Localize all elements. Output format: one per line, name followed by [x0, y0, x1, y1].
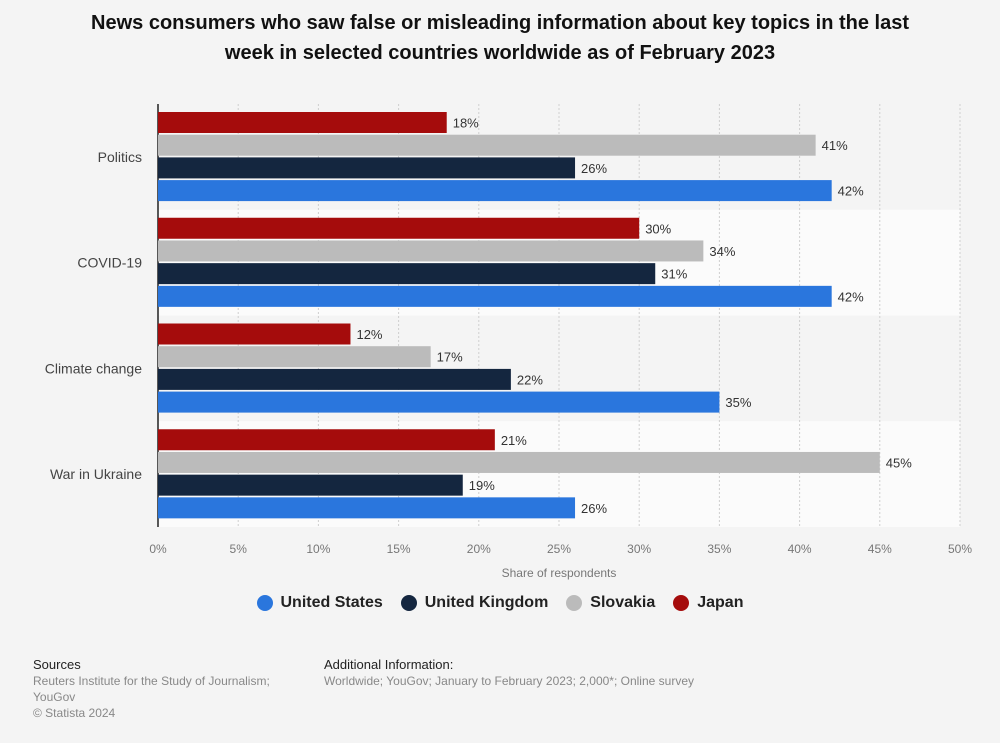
legend-marker-japan — [673, 595, 690, 611]
category-label-covid-19: COVID-19 — [77, 255, 142, 271]
legend-item-united-states[interactable]: United States — [256, 594, 383, 612]
category-label-politics: Politics — [98, 149, 142, 165]
data-label-war-in-ukraine-united-states: 26% — [581, 501, 607, 516]
bar-climate-change-united-kingdom — [158, 368, 511, 390]
bar-covid-19-united-kingdom — [158, 263, 656, 285]
bar-war-in-ukraine-united-kingdom — [158, 474, 463, 496]
legend-marker-united-states — [256, 595, 273, 611]
additional-info-text: Worldwide; YouGov; January to February 2… — [324, 674, 694, 688]
x-tick-label: 50% — [948, 542, 972, 556]
data-label-war-in-ukraine-japan: 21% — [501, 433, 527, 448]
sources-heading[interactable]: Sources — [33, 657, 81, 672]
bar-covid-19-united-states — [158, 285, 832, 307]
data-label-politics-united-kingdom: 26% — [581, 161, 607, 176]
x-tick-label: 40% — [788, 542, 812, 556]
data-label-covid-19-slovakia: 34% — [709, 244, 735, 259]
bar-covid-19-slovakia — [158, 240, 704, 262]
copyright: © Statista 2024 — [33, 706, 116, 720]
additional-info-heading[interactable]: Additional Information: — [324, 657, 454, 672]
bar-climate-change-slovakia — [158, 346, 431, 368]
bar-politics-united-kingdom — [158, 157, 576, 179]
x-tick-label: 10% — [306, 542, 330, 556]
sources-line-2: YouGov — [33, 690, 76, 704]
legend-label-japan: Japan — [697, 594, 744, 611]
data-label-covid-19-japan: 30% — [645, 221, 671, 236]
legend-marker-slovakia — [566, 595, 583, 611]
data-label-climate-change-united-states: 35% — [725, 395, 751, 410]
bar-politics-slovakia — [158, 134, 816, 156]
data-label-climate-change-slovakia: 17% — [437, 350, 463, 365]
bar-war-in-ukraine-japan — [158, 429, 495, 451]
bar-politics-united-states — [158, 180, 832, 202]
bar-chart: 0% 5% 10% 15% 20% 25% 30% 35% 40% 45% 50% Share of … — [45, 104, 972, 580]
data-label-politics-united-states: 42% — [838, 184, 864, 199]
legend-item-japan[interactable]: Japan — [673, 594, 743, 612]
x-tick-label: 0% — [149, 542, 167, 556]
category-label-war-in-ukraine: War in Ukraine — [50, 466, 142, 482]
x-tick-label: 20% — [467, 542, 491, 556]
x-tick-label: 35% — [707, 542, 731, 556]
x-tick-label: 5% — [230, 542, 248, 556]
x-tick-label: 15% — [387, 542, 411, 556]
bar-war-in-ukraine-slovakia — [158, 451, 880, 473]
legend: United States United Kingdom Slovakia Ja… — [0, 594, 1000, 612]
x-axis-title: Share of respondents — [502, 566, 617, 580]
bar-politics-japan — [158, 112, 447, 133]
legend-marker-united-kingdom — [400, 595, 417, 611]
data-label-climate-change-united-kingdom: 22% — [517, 372, 543, 387]
additional-info-block: Additional Information: Worldwide; YouGo… — [324, 657, 744, 689]
chart-title: News consumers who saw false or misleadi… — [40, 8, 960, 68]
sources-block: Sources Reuters Institute for the Study … — [33, 657, 293, 721]
legend-item-slovakia[interactable]: Slovakia — [566, 594, 655, 612]
data-label-covid-19-united-kingdom: 31% — [661, 267, 687, 282]
legend-label-united-kingdom: United Kingdom — [424, 594, 549, 611]
x-tick-label: 30% — [627, 542, 651, 556]
x-tick-label: 25% — [547, 542, 571, 556]
data-label-covid-19-united-states: 42% — [838, 289, 864, 304]
bar-covid-19-japan — [158, 217, 640, 239]
data-label-climate-change-japan: 12% — [356, 327, 382, 342]
bar-climate-change-japan — [158, 323, 351, 345]
legend-item-united-kingdom[interactable]: United Kingdom — [400, 594, 549, 612]
data-label-war-in-ukraine-slovakia: 45% — [886, 455, 912, 470]
data-label-war-in-ukraine-united-kingdom: 19% — [469, 478, 495, 493]
x-tick-label: 45% — [868, 542, 892, 556]
data-label-politics-slovakia: 41% — [822, 138, 848, 153]
chart-title-line-2: week in selected countries worldwide as … — [224, 42, 776, 64]
legend-label-united-states: United States — [280, 594, 383, 611]
chart-title-line-1: News consumers who saw false or misleadi… — [91, 12, 909, 34]
category-label-climate-change: Climate change — [45, 360, 142, 376]
bar-war-in-ukraine-united-states — [158, 497, 576, 519]
legend-label-slovakia: Slovakia — [590, 594, 656, 611]
sources-line-1: Reuters Institute for the Study of Journ… — [33, 674, 270, 688]
data-label-politics-japan: 18% — [453, 116, 479, 131]
bar-climate-change-united-states — [158, 391, 720, 413]
